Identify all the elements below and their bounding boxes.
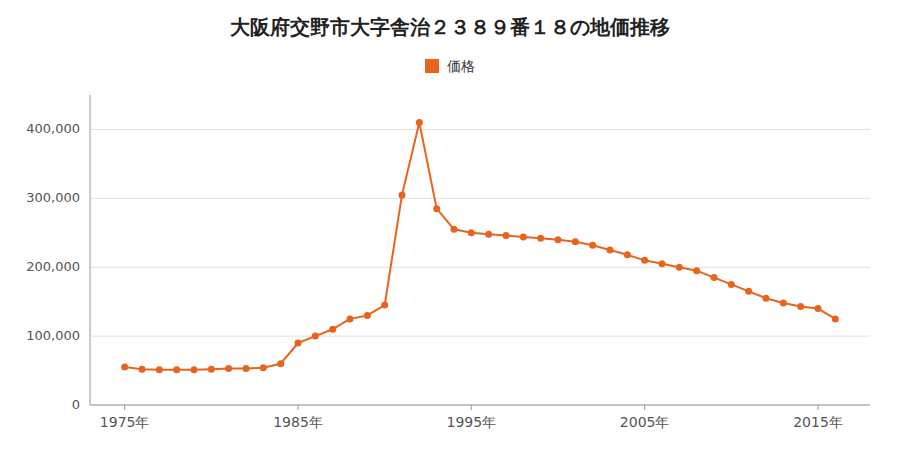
point [329, 326, 336, 333]
point [780, 300, 787, 307]
point [624, 251, 631, 258]
point [815, 305, 822, 312]
x-tick [298, 405, 299, 410]
point [260, 364, 267, 371]
point [225, 365, 232, 372]
point [745, 288, 752, 295]
point [295, 340, 302, 347]
grid-line [90, 129, 870, 130]
point [208, 366, 215, 373]
point [832, 315, 839, 322]
y-tick-label: 300,000 [26, 190, 80, 205]
point [763, 295, 770, 302]
point [537, 235, 544, 242]
point [399, 191, 406, 198]
y-tick-label: 200,000 [26, 259, 80, 274]
x-tick-label: 1975年 [100, 414, 150, 430]
legend-swatch [425, 59, 439, 73]
line [125, 123, 836, 370]
point [451, 226, 458, 233]
legend-label: 価格 [447, 58, 475, 74]
point [364, 312, 371, 319]
grid-line [90, 198, 870, 199]
x-tick [471, 405, 472, 410]
x-tick-label: 1985年 [273, 414, 323, 430]
point [589, 242, 596, 249]
grid-line [90, 405, 870, 406]
legend: 価格 [425, 58, 475, 74]
point [139, 366, 146, 373]
point [243, 365, 250, 372]
point [381, 302, 388, 309]
y-axis-line [90, 95, 91, 405]
y-tick-label: 0 [72, 397, 80, 412]
point [433, 205, 440, 212]
point [641, 257, 648, 264]
point [711, 274, 718, 281]
x-axis-line [90, 405, 870, 406]
point [503, 232, 510, 239]
y-tick-label: 400,000 [26, 121, 80, 136]
point [312, 333, 319, 340]
point [797, 303, 804, 310]
y-tick-label: 100,000 [26, 328, 80, 343]
point [555, 236, 562, 243]
point [728, 281, 735, 288]
x-tick-label: 2005年 [620, 414, 670, 430]
x-tick-label: 1995年 [447, 414, 497, 430]
point [277, 360, 284, 367]
point [121, 364, 128, 371]
point [520, 233, 527, 240]
point [416, 119, 423, 126]
point [468, 229, 475, 236]
x-tick [818, 405, 819, 410]
point [607, 247, 614, 254]
point [191, 366, 198, 373]
axes: 0 100,000 200,000 300,000 400,000 1975年 1985年 1… [26, 95, 870, 430]
point [659, 260, 666, 267]
point [693, 267, 700, 274]
point [156, 366, 163, 373]
title: 大阪府交野市大字舎治２３８９番１８の地価推移 [230, 15, 670, 39]
point [572, 238, 579, 245]
x-tick [124, 405, 125, 410]
background [0, 0, 900, 450]
grid-line [90, 267, 870, 268]
x-tick-label: 2015年 [793, 414, 843, 430]
point [676, 264, 683, 271]
plot-area [121, 119, 839, 373]
point [173, 366, 180, 373]
x-tick [644, 405, 645, 410]
grid-line [90, 336, 870, 337]
point [347, 315, 354, 322]
chart: 大阪府交野市大字舎治２３８９番１８の地価推移価格 0 100,000 200,000 3… [0, 0, 900, 450]
point [485, 231, 492, 238]
